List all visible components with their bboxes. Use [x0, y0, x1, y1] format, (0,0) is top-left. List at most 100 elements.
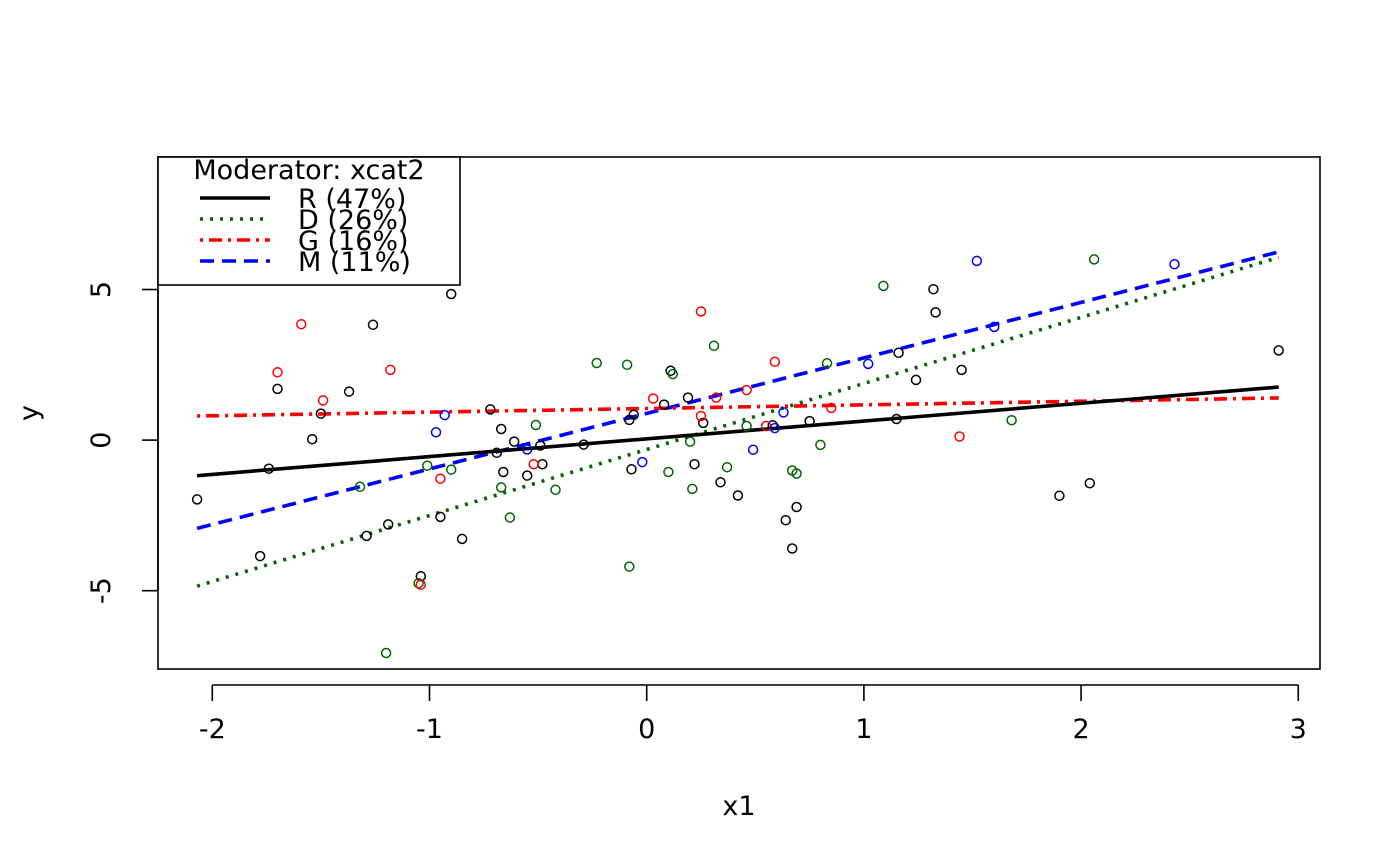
legend: Moderator: xcat2 R (47%)D (26%)G (16%)M …	[157, 155, 461, 286]
data-point-series-4	[778, 407, 789, 418]
y-axis-title: y	[14, 405, 45, 421]
data-point-series-4	[971, 255, 983, 267]
x-tick-label: 1	[855, 714, 872, 745]
data-point-series-2	[667, 368, 679, 380]
data-point-series-1	[508, 436, 520, 447]
data-point-series-1	[910, 374, 922, 386]
legend-label-series-2: D (26%)	[298, 205, 408, 236]
data-point-series-4	[988, 321, 1000, 333]
data-point-series-2	[413, 577, 424, 589]
data-point-series-1	[697, 417, 709, 429]
data-point-series-1	[191, 494, 203, 505]
data-point-series-3	[695, 410, 707, 422]
data-point-series-1	[456, 533, 468, 545]
data-point-series-1	[361, 530, 372, 542]
y-tick-label: -5	[86, 577, 117, 604]
data-point-series-1	[893, 347, 904, 359]
data-point-series-1	[498, 466, 509, 478]
data-point-series-2	[504, 512, 516, 523]
data-point-series-2	[878, 280, 889, 292]
data-point-series-2	[354, 481, 366, 493]
data-point-series-1	[491, 447, 503, 459]
data-point-series-1	[435, 511, 446, 523]
data-point-series-4	[439, 409, 450, 421]
data-point-series-2	[721, 461, 733, 473]
data-point-series-3	[647, 393, 659, 404]
regression-lines-layer	[196, 250, 1280, 588]
data-point-series-1	[315, 408, 327, 419]
data-point-series-1	[626, 464, 637, 475]
data-point-series-1	[578, 439, 589, 450]
data-point-series-1	[804, 415, 815, 427]
data-point-series-3	[296, 318, 307, 330]
data-point-series-3	[272, 367, 283, 378]
legend-box	[157, 156, 461, 286]
data-point-series-1	[628, 409, 639, 421]
legend-label-series-1: R (47%)	[298, 184, 406, 215]
data-point-series-1	[485, 404, 496, 415]
data-point-series-1	[445, 288, 457, 300]
data-point-series-3	[826, 402, 837, 414]
data-point-series-1	[521, 470, 533, 481]
data-point-series-2	[791, 468, 802, 479]
data-point-series-2	[380, 647, 392, 659]
data-point-series-1	[956, 364, 967, 376]
data-point-series-2	[530, 419, 542, 431]
data-point-series-3	[769, 356, 781, 368]
data-point-series-1	[495, 423, 507, 435]
data-point-series-1	[930, 307, 941, 318]
data-point-series-4	[637, 456, 648, 468]
data-point-series-1	[1054, 490, 1065, 502]
data-point-series-3	[415, 579, 427, 590]
data-point-series-2	[663, 466, 674, 478]
data-point-series-2	[741, 420, 752, 432]
data-point-series-1	[343, 386, 355, 397]
data-point-series-1	[367, 319, 379, 331]
data-point-series-3	[317, 395, 329, 406]
x-tick-label: 2	[1072, 714, 1089, 745]
data-point-series-2	[815, 439, 826, 451]
x-tick-label: 3	[1290, 714, 1307, 745]
data-point-series-1	[791, 501, 802, 513]
data-point-series-3	[528, 458, 539, 470]
regression-line-series-1	[196, 385, 1279, 478]
data-point-series-2	[591, 357, 602, 369]
data-point-series-2	[684, 436, 696, 447]
data-point-series-3	[695, 306, 707, 317]
data-point-series-3	[741, 384, 752, 396]
x-axis-title: x1	[722, 791, 755, 822]
legend-entries: R (47%)D (26%)G (16%)M (11%)	[200, 184, 411, 278]
data-point-series-1	[306, 433, 318, 445]
data-point-series-2	[624, 561, 635, 572]
y-tick-label: 0	[86, 432, 117, 449]
data-point-series-4	[1169, 258, 1180, 270]
data-point-series-2	[708, 340, 720, 352]
scatter-points-layer	[191, 254, 1284, 659]
data-point-series-4	[430, 427, 442, 438]
x-tick-label: 0	[638, 714, 655, 745]
data-point-series-1	[1084, 477, 1096, 489]
data-point-series-2	[1006, 414, 1017, 426]
regression-line-series-3	[197, 396, 1279, 418]
data-point-series-1	[263, 463, 275, 474]
data-point-series-2	[495, 482, 507, 493]
data-point-series-1	[382, 519, 394, 530]
regression-line-series-2	[196, 255, 1280, 588]
data-point-series-1	[715, 477, 726, 488]
data-point-series-1	[780, 514, 791, 526]
data-point-series-1	[689, 458, 700, 470]
data-point-series-3	[710, 392, 722, 403]
data-point-series-2	[621, 359, 633, 371]
legend-label-series-4: M (11%)	[298, 247, 411, 278]
data-point-series-2	[550, 484, 561, 496]
legend-label-series-3: G (16%)	[298, 226, 409, 257]
x-axis: -2 -1 0 1 2 3	[199, 684, 1307, 745]
data-point-series-1	[928, 283, 939, 295]
data-point-series-2	[422, 460, 433, 471]
data-point-series-4	[747, 444, 759, 455]
data-point-series-1	[891, 413, 902, 425]
data-point-series-2	[687, 483, 698, 495]
x-tick-label: -2	[199, 714, 226, 745]
data-point-series-1	[658, 399, 670, 410]
data-point-series-2	[1088, 254, 1100, 265]
